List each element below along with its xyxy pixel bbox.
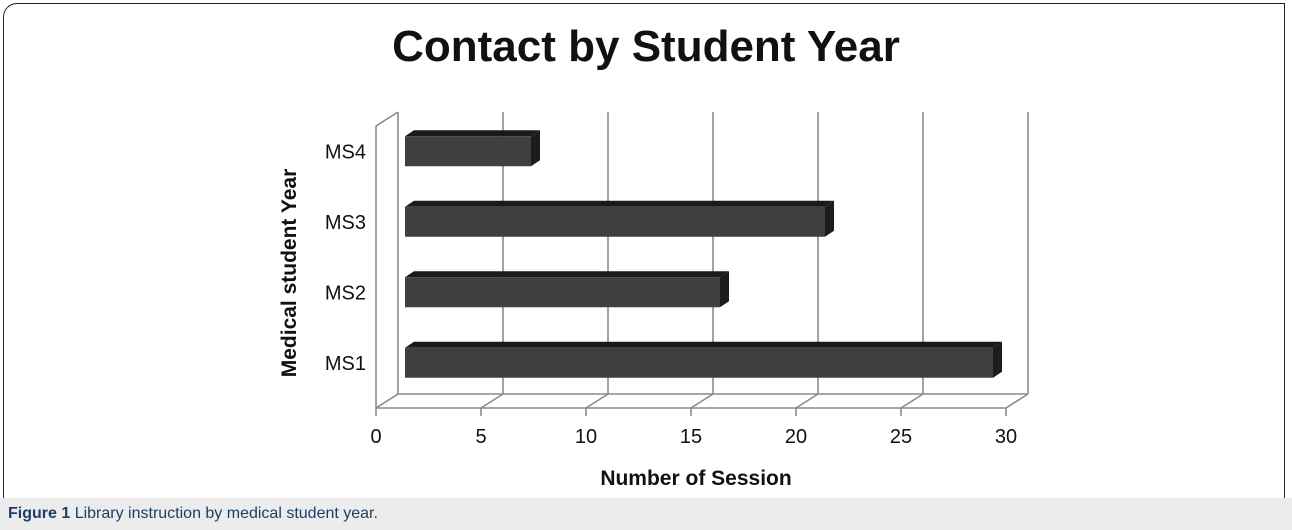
bar-front-face — [405, 347, 993, 378]
x-tick-label: 15 — [680, 426, 702, 448]
floor-gridline — [375, 393, 399, 409]
x-tick-label: 10 — [575, 426, 597, 448]
figure-label: Figure 1 — [8, 505, 71, 522]
bar-top-face — [405, 341, 1002, 348]
x-tick-label: 25 — [890, 426, 912, 448]
x-tick-label: 5 — [475, 426, 486, 448]
figure-caption-text: Library instruction by medical student y… — [74, 505, 378, 522]
bar-front-face — [405, 136, 531, 167]
x-axis-label: Number of Session — [600, 467, 791, 490]
category-label-ms2: MS2 — [325, 282, 366, 304]
bar-top-face — [405, 271, 729, 278]
x-tick-label: 30 — [995, 426, 1017, 448]
bar-chart: 0 5 10 15 20 25 30 MS1 MS2 MS3 MS4 Number of Sess… — [278, 111, 1029, 490]
left-wall-top — [375, 111, 399, 127]
bar-layer — [405, 130, 1002, 378]
bar-ms3 — [405, 200, 834, 237]
floor-gridline — [585, 393, 609, 409]
bar-front-face — [405, 277, 720, 308]
floor-gridline — [1005, 393, 1029, 409]
category-label-ms4: MS4 — [325, 141, 366, 163]
chart-title: Contact by Student Year — [392, 22, 900, 71]
floor-gridline — [480, 393, 504, 409]
floor-gridline — [795, 393, 819, 409]
category-label-layer: MS1 MS2 MS3 MS4 — [325, 141, 366, 375]
bar-top-face — [405, 200, 834, 207]
bar-ms1 — [405, 341, 1002, 378]
tick-label-layer: 0 5 10 15 20 25 30 — [370, 426, 1017, 448]
floor-gridline — [900, 393, 924, 409]
bar-top-face — [405, 130, 540, 137]
figure-caption: Figure 1 Library instruction by medical … — [0, 498, 1292, 530]
x-tick-label: 0 — [370, 426, 381, 448]
y-axis-label: Medical student Year — [278, 169, 301, 378]
category-label-ms1: MS1 — [325, 353, 366, 375]
floor-gridline — [690, 393, 714, 409]
category-label-ms3: MS3 — [325, 212, 366, 234]
bar-side-face — [531, 130, 540, 167]
bar-side-face — [720, 271, 729, 308]
x-tick-label: 20 — [785, 426, 807, 448]
bar-front-face — [405, 206, 825, 237]
bar-side-face — [825, 200, 834, 237]
bar-ms2 — [405, 271, 729, 308]
bar-side-face — [993, 341, 1002, 378]
bar-ms4 — [405, 130, 540, 167]
